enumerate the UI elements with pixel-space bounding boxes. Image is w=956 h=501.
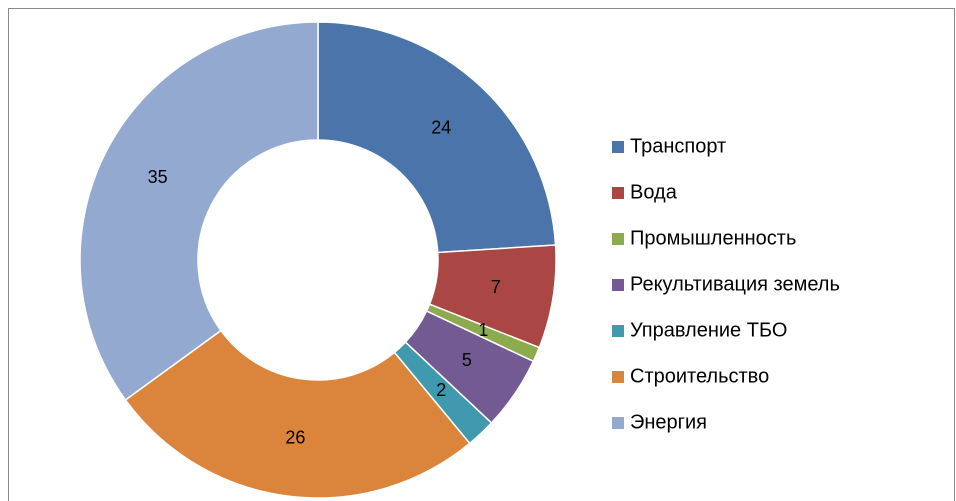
legend-swatch	[612, 279, 624, 291]
legend-swatch	[612, 233, 624, 245]
data-label: 26	[285, 427, 305, 447]
donut-slice	[124, 329, 471, 499]
legend-label: Транспорт	[630, 135, 726, 157]
legend-swatch	[612, 187, 624, 199]
legend-swatch	[612, 141, 624, 153]
data-label: 35	[148, 167, 168, 187]
legend-swatch	[612, 417, 624, 429]
legend-swatch	[612, 371, 624, 383]
legend-label: Промышленность	[630, 227, 796, 249]
data-label: 7	[491, 277, 501, 297]
legend-label: Управление ТБО	[630, 319, 787, 341]
legend-label: Строительство	[630, 365, 769, 387]
legend-label: Вода	[630, 181, 678, 203]
data-label: 1	[478, 320, 488, 340]
donut-slice	[79, 21, 319, 401]
donut-slice	[317, 21, 557, 254]
data-label: 24	[431, 118, 451, 138]
legend-label: Энергия	[630, 411, 707, 433]
data-label: 2	[436, 380, 446, 400]
legend-swatch	[612, 325, 624, 337]
legend-label: Рекультивация земель	[630, 273, 840, 295]
data-label: 5	[462, 350, 472, 370]
